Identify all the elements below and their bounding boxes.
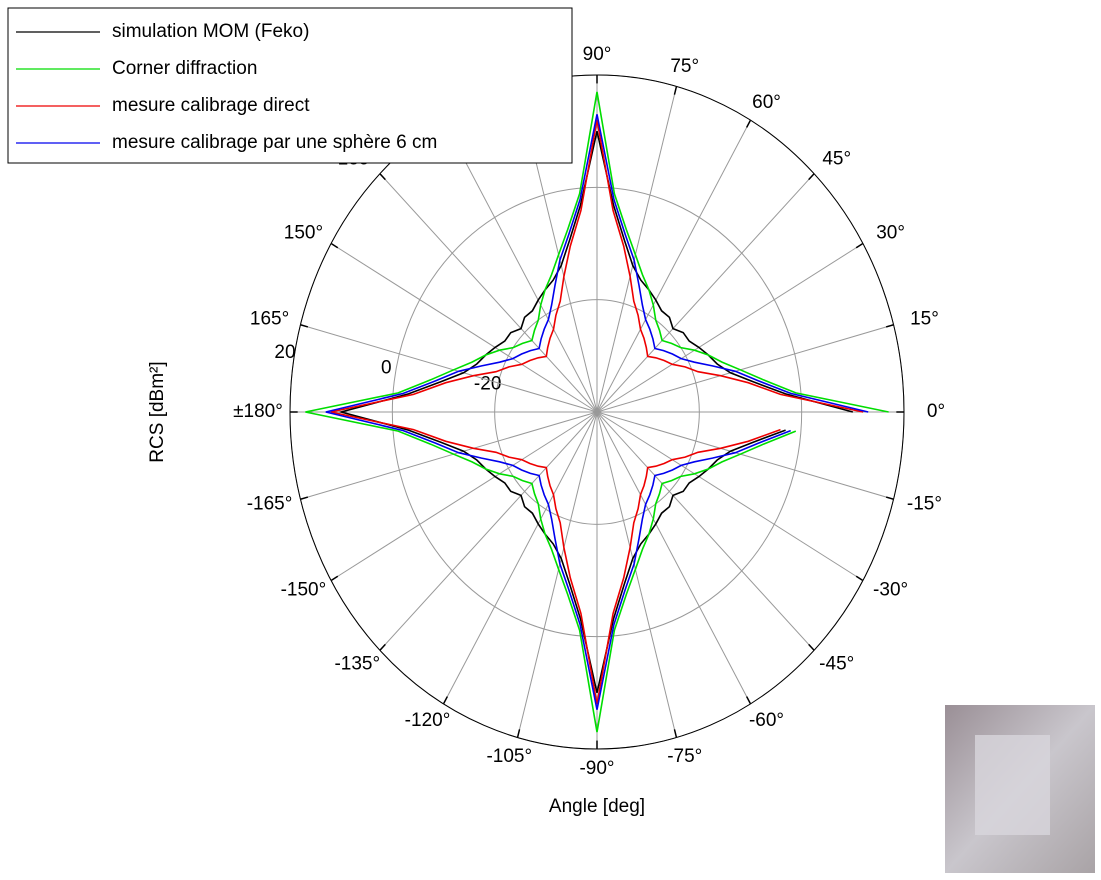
photo-plate xyxy=(975,735,1050,835)
angle-tick-label: -45° xyxy=(819,653,854,674)
angle-tick xyxy=(808,643,815,651)
angle-tick xyxy=(745,696,752,705)
angle-tick xyxy=(885,496,894,500)
grid-spoke xyxy=(443,119,598,413)
angle-tick-label: 15° xyxy=(910,309,939,330)
grid-spoke xyxy=(330,243,598,413)
grid-spoke xyxy=(517,411,598,738)
angle-tick-label: 0° xyxy=(927,401,945,422)
grid-spoke xyxy=(379,411,598,651)
angle-tick-label: -60° xyxy=(749,710,784,731)
grid-spoke xyxy=(596,411,677,738)
series-line xyxy=(305,91,889,733)
angle-tick xyxy=(855,242,864,249)
grid-spoke xyxy=(596,411,894,500)
grid-spoke xyxy=(300,411,598,500)
angle-tick-label: -150° xyxy=(281,580,327,601)
legend-box xyxy=(7,7,573,164)
angle-tick-label: -105° xyxy=(486,746,532,767)
angle-tick xyxy=(808,173,815,181)
series-line xyxy=(325,114,869,710)
angle-tick-label: -90° xyxy=(579,758,614,779)
r-tick-label: 20 xyxy=(274,342,295,363)
angle-tick-label: -120° xyxy=(405,710,451,731)
angle-tick xyxy=(330,242,339,249)
angle-tick-label: 90° xyxy=(583,44,612,65)
angle-tick xyxy=(379,173,386,181)
angle-tick-label: 60° xyxy=(752,92,781,113)
angle-tick-label: 45° xyxy=(822,149,851,170)
r-tick-label: -20 xyxy=(474,373,501,394)
grid-spoke xyxy=(596,411,864,581)
r-tick-label: 0 xyxy=(381,358,392,379)
grid-spoke xyxy=(596,243,864,413)
angle-tick-label: 75° xyxy=(670,56,699,77)
series-line xyxy=(330,119,864,705)
angle-tick xyxy=(516,729,521,738)
grid-spoke xyxy=(596,324,894,413)
grid-spoke xyxy=(379,173,598,413)
angle-tick xyxy=(745,119,752,128)
angle-tick xyxy=(855,575,864,582)
legend: simulation MOM (Feko) Corner diffraction m… xyxy=(16,21,437,153)
legend-label: Corner diffraction xyxy=(112,58,257,79)
angle-tick-label: -135° xyxy=(334,653,380,674)
grid-spoke xyxy=(596,86,677,413)
angle-tick-label: -15° xyxy=(907,493,942,514)
legend-label: mesure calibrage par une sphère 6 cm xyxy=(112,132,437,153)
legend-label: simulation MOM (Feko) xyxy=(112,21,309,42)
angle-tick xyxy=(379,643,386,651)
grid-spoke xyxy=(596,173,815,413)
grid-spoke xyxy=(330,411,598,581)
angle-tick-label: -165° xyxy=(247,493,293,514)
angle-tick xyxy=(330,575,339,582)
grid-spoke xyxy=(300,324,598,413)
angle-tick-label: -30° xyxy=(873,580,908,601)
angle-tick xyxy=(300,496,309,500)
angle-tick xyxy=(673,729,678,738)
grid-spoke xyxy=(596,411,815,651)
y-axis-label: RCS [dBm²] xyxy=(147,361,168,462)
grid-spoke xyxy=(596,119,751,413)
legend-label: mesure calibrage direct xyxy=(112,95,310,116)
angle-tick xyxy=(442,696,449,705)
grid-spoke xyxy=(443,411,598,705)
grid-spoke xyxy=(596,411,751,705)
angle-tick-label: 30° xyxy=(876,223,905,244)
angle-tick-label: 150° xyxy=(284,223,323,244)
photo xyxy=(945,705,1095,873)
angle-tick xyxy=(300,324,309,328)
angle-tick-label: 165° xyxy=(250,309,289,330)
angle-tick xyxy=(673,86,678,95)
angle-tick-label: ±180° xyxy=(233,401,283,422)
x-axis-label: Angle [deg] xyxy=(549,796,645,817)
angle-tick-label: -75° xyxy=(667,746,702,767)
angle-tick xyxy=(885,324,894,328)
